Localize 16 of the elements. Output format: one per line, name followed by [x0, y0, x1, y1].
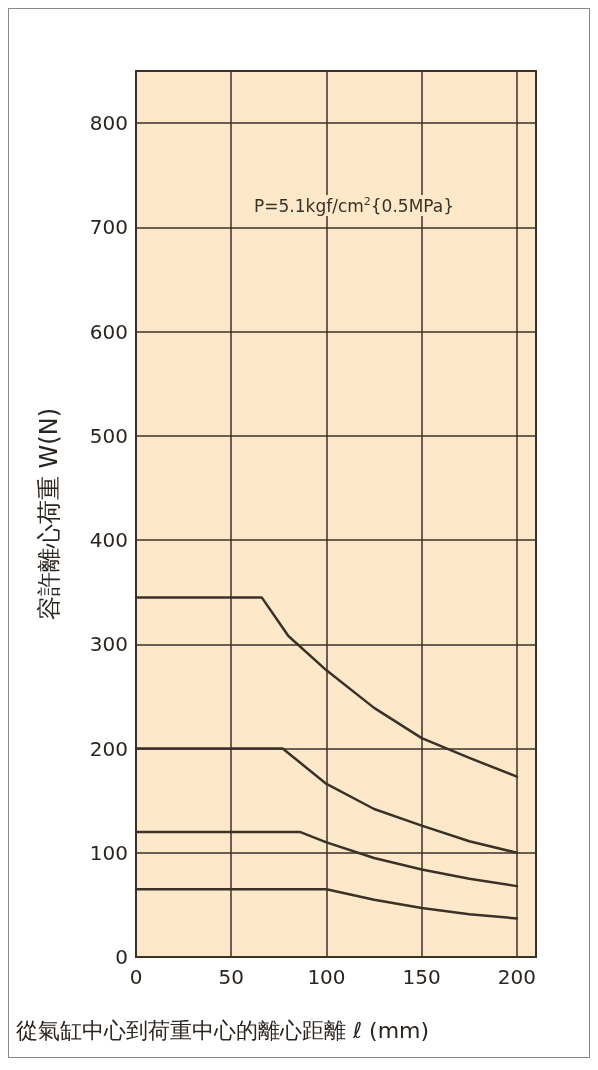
x-tick-label: 0	[129, 965, 143, 989]
x-axis-title: 從氣缸中心到荷重中心的離心距離 ℓ (mm)	[16, 1017, 430, 1043]
y-tick-label: 700	[89, 215, 128, 240]
y-tick-label: 200	[89, 736, 128, 761]
y-tick-label: 600	[89, 319, 128, 344]
y-tick-label: 500	[89, 423, 128, 448]
x-tick-label: 50	[218, 965, 244, 989]
y-tick-label: 400	[89, 528, 128, 553]
y-tick-label: 0	[115, 945, 128, 969]
x-tick-label: 200	[497, 965, 537, 989]
x-tick-label: 150	[402, 965, 441, 989]
x-tick-label: 100	[307, 965, 346, 989]
y-tick-label: 800	[89, 111, 128, 136]
y-tick-label: 300	[89, 632, 128, 657]
y-tick-label: 100	[89, 840, 128, 865]
y-axis-title: 容許離心荷重 W(N)	[35, 407, 63, 621]
